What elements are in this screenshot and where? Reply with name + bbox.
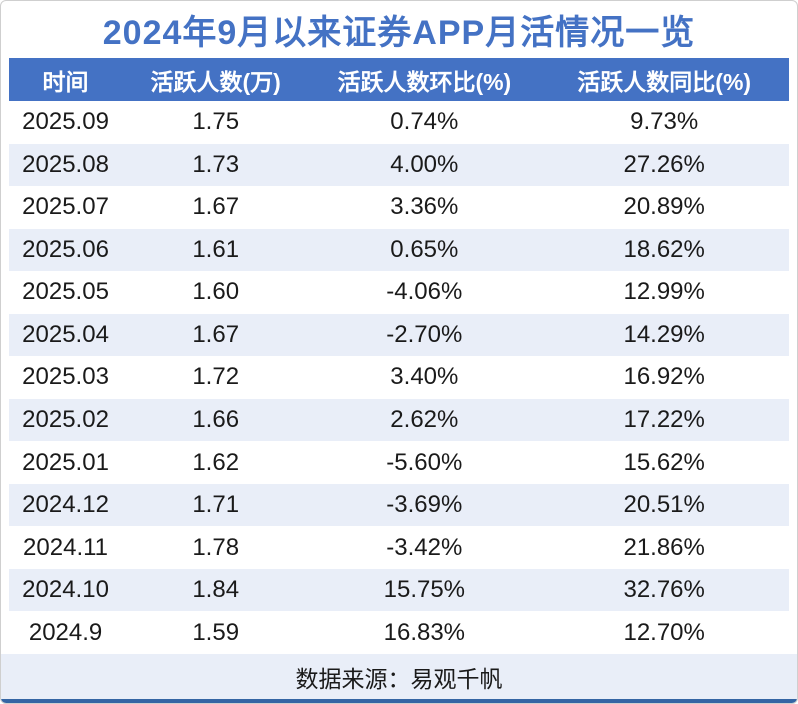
table-cell: 1.61 <box>192 235 240 263</box>
table-cell: -2.70% <box>386 320 463 348</box>
table-cell: 1.66 <box>192 405 240 433</box>
table-cell: 32.76% <box>623 576 705 604</box>
column-header-mom-change: 活跃人数环比(%) <box>337 68 512 95</box>
table-cell: 2025.02 <box>22 405 109 433</box>
table-cell: 2025.08 <box>22 150 109 178</box>
table-cell: 1.67 <box>192 193 240 221</box>
table-cell: 1.71 <box>192 491 240 519</box>
table-cell: 17.22% <box>623 405 705 433</box>
table-cell: 18.62% <box>623 235 705 263</box>
title-bar: 2024年9月以来证券APP月活情况一览 <box>1 1 797 58</box>
table-row: 2025.08 1.73 4.00% 27.26% <box>9 143 789 187</box>
table-row: 2024.10 1.84 15.75% 32.76% <box>9 568 789 612</box>
table-cell: 1.84 <box>192 576 240 604</box>
table-cell: 2025.03 <box>22 363 109 391</box>
table-cell: 1.67 <box>192 320 240 348</box>
table-cell: 2025.05 <box>22 278 109 306</box>
table-cell: 2025.06 <box>22 235 109 263</box>
table-cell: -4.06% <box>386 278 463 306</box>
table-cell: 1.73 <box>192 150 240 178</box>
table-cell: 9.73% <box>630 108 699 136</box>
table-cell: 2024.9 <box>28 618 103 646</box>
column-header-active-users: 活跃人数(万) <box>150 68 281 95</box>
table-cell: 2025.04 <box>22 320 109 348</box>
table-row: 2025.05 1.60 -4.06% 12.99% <box>9 271 789 314</box>
table-body: 2025.09 1.75 0.74% 9.73% 2025.08 1.73 4.00% 27.… <box>9 101 789 654</box>
page-title: 2024年9月以来证券APP月活情况一览 <box>102 14 696 52</box>
table-row: 2024.11 1.78 -3.42% 21.86% <box>9 526 789 569</box>
table-cell: -5.60% <box>386 448 463 476</box>
table-row: 2024.12 1.71 -3.69% 20.51% <box>9 483 789 527</box>
data-source-label: 数据来源：易观千帆 <box>295 665 503 692</box>
table-cell: 2024.10 <box>22 576 109 604</box>
table-cell: -3.69% <box>386 491 463 519</box>
table-cell: 2025.01 <box>22 448 109 476</box>
bottom-accent-line <box>1 699 797 703</box>
table-row: 2025.06 1.61 0.65% 18.62% <box>9 228 789 272</box>
data-table: 时间 活跃人数(万) 活跃人数环比(%) 活跃人数同比(%) 2025.09 1.… <box>9 58 789 654</box>
table-row: 2024.9 1.59 16.83% 12.70% <box>9 611 789 654</box>
column-header-yoy-change: 活跃人数同比(%) <box>577 68 752 95</box>
table-cell: 2024.12 <box>22 491 109 519</box>
table-cell: 2025.09 <box>22 108 109 136</box>
table-cell: 2024.11 <box>23 533 109 561</box>
table-cell: 16.92% <box>623 363 705 391</box>
table-cell: 27.26% <box>623 150 705 178</box>
table-row: 2025.03 1.72 3.40% 16.92% <box>9 356 789 399</box>
table-cell: 15.62% <box>623 448 705 476</box>
table-row: 2025.02 1.66 2.62% 17.22% <box>9 398 789 442</box>
table-cell: 20.89% <box>623 193 705 221</box>
table-cell: 14.29% <box>623 320 705 348</box>
table-row: 2025.07 1.67 3.36% 20.89% <box>9 186 789 229</box>
footer-bar: 数据来源：易观千帆 <box>1 654 797 699</box>
table-cell: 21.86% <box>623 533 705 561</box>
table-cell: 12.99% <box>623 278 705 306</box>
table-cell: 2.62% <box>390 405 459 433</box>
table-cell: 1.60 <box>192 278 240 306</box>
table-cell: 20.51% <box>623 491 705 519</box>
table-cell: 3.36% <box>390 193 459 221</box>
table-cell: 1.59 <box>192 618 240 646</box>
table-cell: 4.00% <box>390 150 459 178</box>
table-cell: 1.72 <box>192 363 240 391</box>
table-cell: 0.65% <box>390 235 459 263</box>
table-cell: 2025.07 <box>22 193 109 221</box>
column-header-time: 时间 <box>42 68 89 95</box>
table-row: 2025.09 1.75 0.74% 9.73% <box>9 101 789 144</box>
table-cell: 3.40% <box>390 363 459 391</box>
table-row: 2025.01 1.62 -5.60% 15.62% <box>9 441 789 484</box>
table-cell: 12.70% <box>623 618 705 646</box>
table-row: 2025.04 1.67 -2.70% 14.29% <box>9 313 789 357</box>
table-cell: 0.74% <box>390 108 459 136</box>
table-cell: 15.75% <box>383 576 466 604</box>
table-header-row: 时间 活跃人数(万) 活跃人数环比(%) 活跃人数同比(%) <box>9 58 789 101</box>
table-cell: 1.78 <box>192 533 240 561</box>
table-cell: -3.42% <box>386 533 463 561</box>
table-cell: 1.62 <box>192 448 240 476</box>
table-cell: 16.83% <box>383 618 466 646</box>
table-cell: 1.75 <box>192 108 240 136</box>
